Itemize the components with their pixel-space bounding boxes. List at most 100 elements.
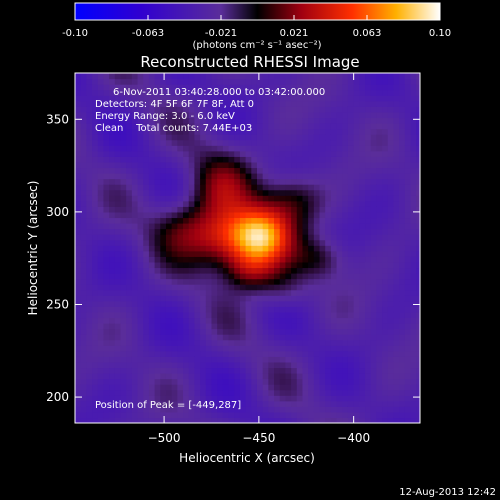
heatmap-cell: [382, 145, 389, 152]
heatmap-cell: [279, 289, 287, 296]
heatmap-cell: [137, 89, 144, 96]
heatmap-cell: [336, 78, 343, 85]
heatmap-cell: [308, 350, 315, 357]
heatmap-cell: [256, 289, 264, 296]
heatmap-cell: [274, 195, 281, 202]
heatmap-cell: [336, 350, 343, 357]
heatmap-cell: [308, 373, 315, 380]
heatmap-cell: [365, 217, 372, 224]
heatmap-cell: [205, 150, 213, 157]
heatmap-cell: [404, 311, 412, 319]
heatmap-cell: [97, 89, 105, 96]
heatmap-cell: [291, 389, 298, 396]
heatmap-cell: [296, 123, 304, 130]
heatmap-cell: [302, 123, 309, 130]
heatmap-cell: [342, 95, 349, 102]
heatmap-cell: [148, 300, 156, 307]
heatmap-cell: [114, 184, 122, 191]
heatmap-cell: [313, 145, 321, 152]
heatmap-cell: [365, 95, 372, 102]
heatmap-cell: [410, 184, 417, 191]
heatmap-cell: [126, 161, 133, 169]
heatmap-cell: [387, 117, 395, 124]
heatmap-cell: [222, 245, 230, 252]
heatmap-cell: [410, 134, 417, 141]
heatmap-cell: [404, 234, 412, 241]
heatmap-cell: [279, 273, 287, 280]
heatmap-cell: [365, 167, 372, 174]
heatmap-cell: [245, 345, 252, 352]
heatmap-cell: [313, 178, 321, 185]
heatmap-cell: [325, 95, 332, 102]
heatmap-cell: [393, 323, 400, 330]
heatmap-cell: [120, 300, 127, 307]
heatmap-cell: [262, 167, 269, 174]
heatmap-cell: [165, 417, 173, 423]
heatmap-cell: [376, 178, 383, 185]
heatmap-cell: [410, 373, 417, 380]
heatmap-cell: [171, 184, 178, 191]
heatmap-cell: [177, 378, 184, 385]
heatmap-cell: [234, 84, 241, 91]
heatmap-cell: [399, 223, 406, 230]
heatmap-cell: [285, 145, 292, 152]
heatmap-cell: [313, 189, 321, 196]
heatmap-cell: [103, 178, 110, 185]
heatmap-cell: [399, 345, 406, 352]
heatmap-cell: [404, 73, 412, 80]
heatmap-cell: [160, 378, 167, 385]
heatmap-cell: [330, 261, 338, 269]
heatmap-cell: [399, 250, 406, 257]
heatmap-cell: [160, 389, 167, 396]
heatmap-cell: [165, 217, 173, 224]
heatmap-cell: [131, 206, 139, 213]
heatmap-cell: [114, 117, 122, 124]
heatmap-cell: [376, 89, 383, 96]
heatmap-cell: [308, 228, 315, 235]
heatmap-cell: [103, 156, 110, 163]
heatmap-cell: [347, 200, 355, 207]
heatmap-cell: [256, 100, 264, 107]
heatmap-cell: [80, 217, 87, 224]
heatmap-cell: [194, 334, 201, 341]
heatmap-cell: [285, 256, 292, 263]
heatmap-cell: [404, 123, 412, 130]
heatmap-cell: [75, 395, 82, 402]
heatmap-cell: [222, 167, 230, 174]
heatmap-cell: [154, 234, 161, 241]
heatmap-cell: [80, 106, 87, 113]
heatmap-cell: [92, 289, 99, 296]
heatmap-cell: [222, 234, 230, 241]
heatmap-cell: [86, 400, 93, 407]
heatmap-cell: [325, 411, 332, 419]
heatmap-cell: [154, 261, 161, 269]
heatmap-cell: [217, 206, 224, 213]
heatmap-cell: [205, 245, 213, 252]
heatmap-cell: [382, 78, 389, 85]
heatmap-cell: [211, 239, 218, 246]
heatmap-cell: [97, 206, 105, 213]
heatmap-cell: [205, 78, 213, 85]
heatmap-cell: [262, 245, 269, 252]
heatmap-cell: [228, 184, 235, 191]
heatmap-cell: [131, 139, 139, 146]
heatmap-cell: [97, 211, 105, 219]
heatmap-cell: [126, 295, 133, 302]
heatmap-cell: [97, 411, 105, 419]
heatmap-cell: [353, 267, 360, 274]
heatmap-cell: [114, 339, 122, 346]
heatmap-cell: [279, 395, 287, 402]
heatmap-cell: [399, 211, 406, 219]
heatmap-cell: [365, 234, 372, 241]
heatmap-cell: [239, 384, 247, 391]
heatmap-cell: [330, 295, 338, 302]
heatmap-cell: [131, 128, 139, 135]
heatmap-cell: [92, 195, 99, 202]
heatmap-cell: [268, 234, 275, 241]
heatmap-cell: [291, 300, 298, 307]
heatmap-cell: [353, 417, 360, 423]
heatmap-cell: [171, 211, 178, 219]
heatmap-cell: [336, 395, 343, 402]
heatmap-cell: [393, 167, 400, 174]
heatmap-cell: [188, 378, 196, 385]
